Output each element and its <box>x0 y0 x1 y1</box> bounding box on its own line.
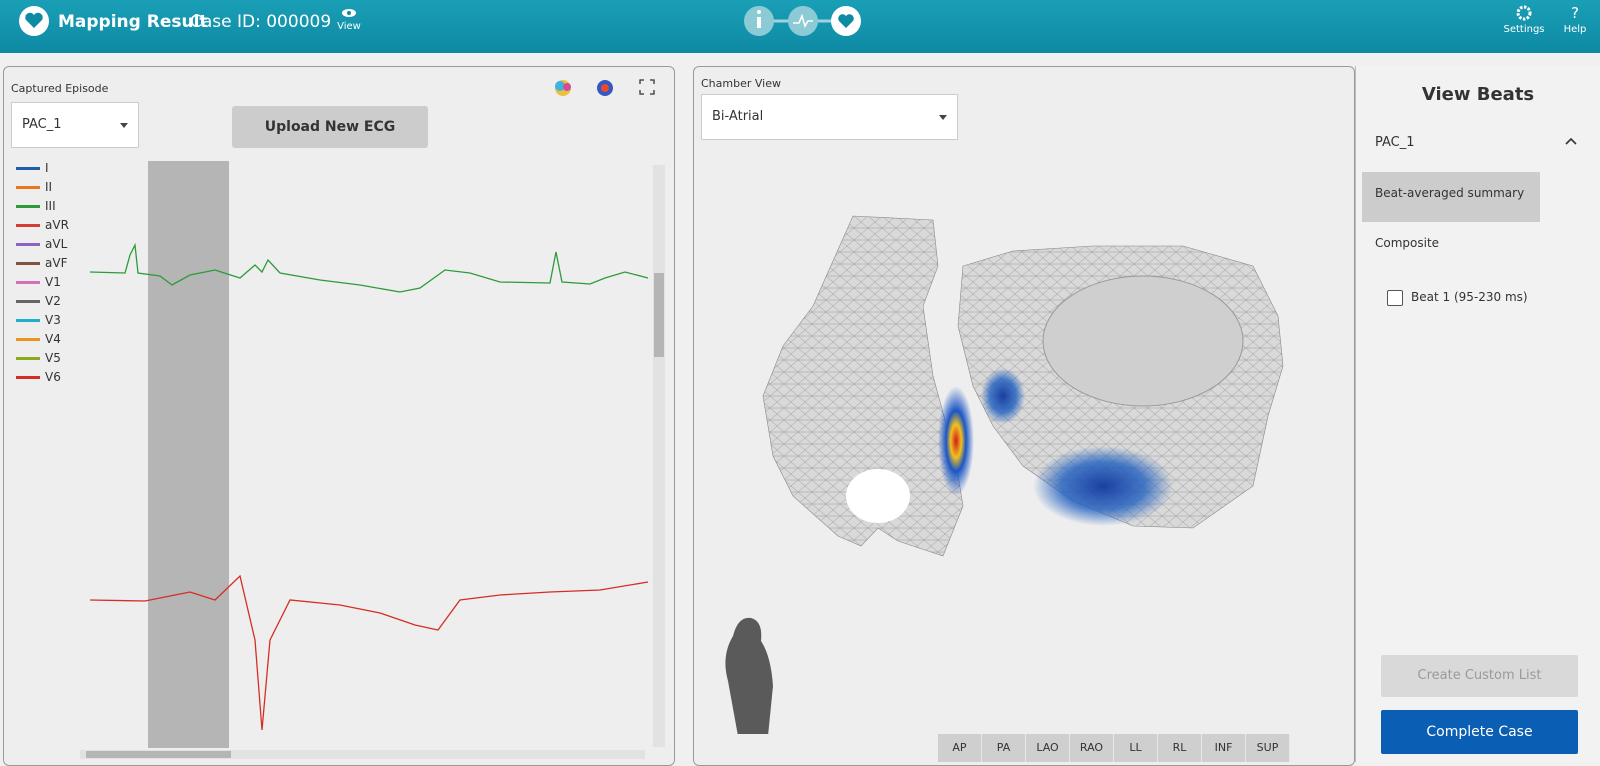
header-icons: ? <box>19 4 1579 36</box>
episode-panel <box>3 66 675 766</box>
chamber-dropdown[interactable]: Bi-Atrial <box>701 94 958 140</box>
legend-label: aVR <box>45 218 69 232</box>
legend-swatch <box>16 281 40 284</box>
view-button[interactable]: RAO <box>1070 734 1114 762</box>
legend-swatch <box>16 319 40 322</box>
settings-button[interactable]: Settings <box>1503 24 1545 35</box>
legend-swatch <box>16 300 40 303</box>
legend-item[interactable]: III <box>16 197 56 216</box>
legend-swatch <box>16 338 40 341</box>
view-button[interactable]: PA <box>982 734 1026 762</box>
view-button[interactable]: AP <box>938 734 982 762</box>
create-list-button[interactable]: Create Custom List <box>1381 655 1578 697</box>
legend-item[interactable]: aVR <box>16 216 69 235</box>
app-title: Mapping Result <box>58 12 208 32</box>
legend-label: V4 <box>45 332 61 346</box>
dropdown-value: PAC_1 <box>22 117 62 132</box>
legend-item[interactable]: V4 <box>16 330 61 349</box>
legend-swatch <box>16 376 40 379</box>
legend-swatch <box>16 243 40 246</box>
legend-label: aVF <box>45 256 68 270</box>
legend-item[interactable]: I <box>16 159 49 178</box>
legend-swatch <box>16 224 40 227</box>
legend-label: III <box>45 199 56 213</box>
beat-label: Beat 1 (95-230 ms) <box>1411 290 1528 304</box>
legend-item[interactable]: V3 <box>16 311 61 330</box>
legend-label: I <box>45 161 49 175</box>
legend-swatch <box>16 262 40 265</box>
legend-item[interactable]: V2 <box>16 292 61 311</box>
composite-item[interactable]: Composite <box>1375 236 1440 250</box>
collapse-icon[interactable] <box>1564 136 1578 146</box>
legend-item[interactable]: aVL <box>16 235 67 254</box>
legend-swatch <box>16 167 40 170</box>
svg-text:?: ? <box>1571 4 1579 22</box>
dropdown-value: Bi-Atrial <box>712 109 764 124</box>
legend-swatch <box>16 186 40 189</box>
summary-item[interactable]: Beat-averaged summary <box>1375 186 1525 200</box>
view-button[interactable]: INF <box>1202 734 1246 762</box>
selected-row <box>1362 172 1540 222</box>
ecg-area <box>80 79 665 759</box>
episode-item[interactable]: PAC_1 <box>1375 135 1415 150</box>
upload-button[interactable]: Upload New ECG <box>232 106 428 148</box>
legend-item[interactable]: V5 <box>16 349 61 368</box>
beat-checkbox[interactable] <box>1387 290 1403 306</box>
legend-label: aVL <box>45 237 68 251</box>
legend-item[interactable]: II <box>16 178 52 197</box>
legend-swatch <box>16 357 40 360</box>
view-button[interactable]: RL <box>1158 734 1202 762</box>
panel-title: View Beats <box>1421 84 1535 105</box>
legend-item[interactable]: aVF <box>16 254 67 273</box>
legend-label: V2 <box>45 294 61 308</box>
heart-view <box>725 215 1284 734</box>
complete-button[interactable]: Complete Case <box>1381 710 1578 754</box>
episode-dropdown[interactable]: PAC_1 <box>11 102 139 148</box>
case-id: Case ID: 000009 <box>190 12 332 32</box>
legend-label: II <box>45 180 53 194</box>
panel-label: Captured Episode <box>11 82 109 95</box>
legend-swatch <box>16 205 40 208</box>
legend-item[interactable]: V6 <box>16 368 61 387</box>
panel-label: Chamber View <box>701 77 781 90</box>
legend-item[interactable]: V1 <box>16 273 61 292</box>
view-link[interactable]: View <box>337 21 361 32</box>
view-button[interactable]: SUP <box>1246 734 1290 762</box>
help-button[interactable]: Help <box>1563 24 1587 35</box>
view-button[interactable]: LL <box>1114 734 1158 762</box>
legend-label: V3 <box>45 313 61 327</box>
legend-label: V6 <box>45 370 61 384</box>
legend-label: V1 <box>45 275 61 289</box>
view-button[interactable]: LAO <box>1026 734 1070 762</box>
legend-label: V5 <box>45 351 61 365</box>
